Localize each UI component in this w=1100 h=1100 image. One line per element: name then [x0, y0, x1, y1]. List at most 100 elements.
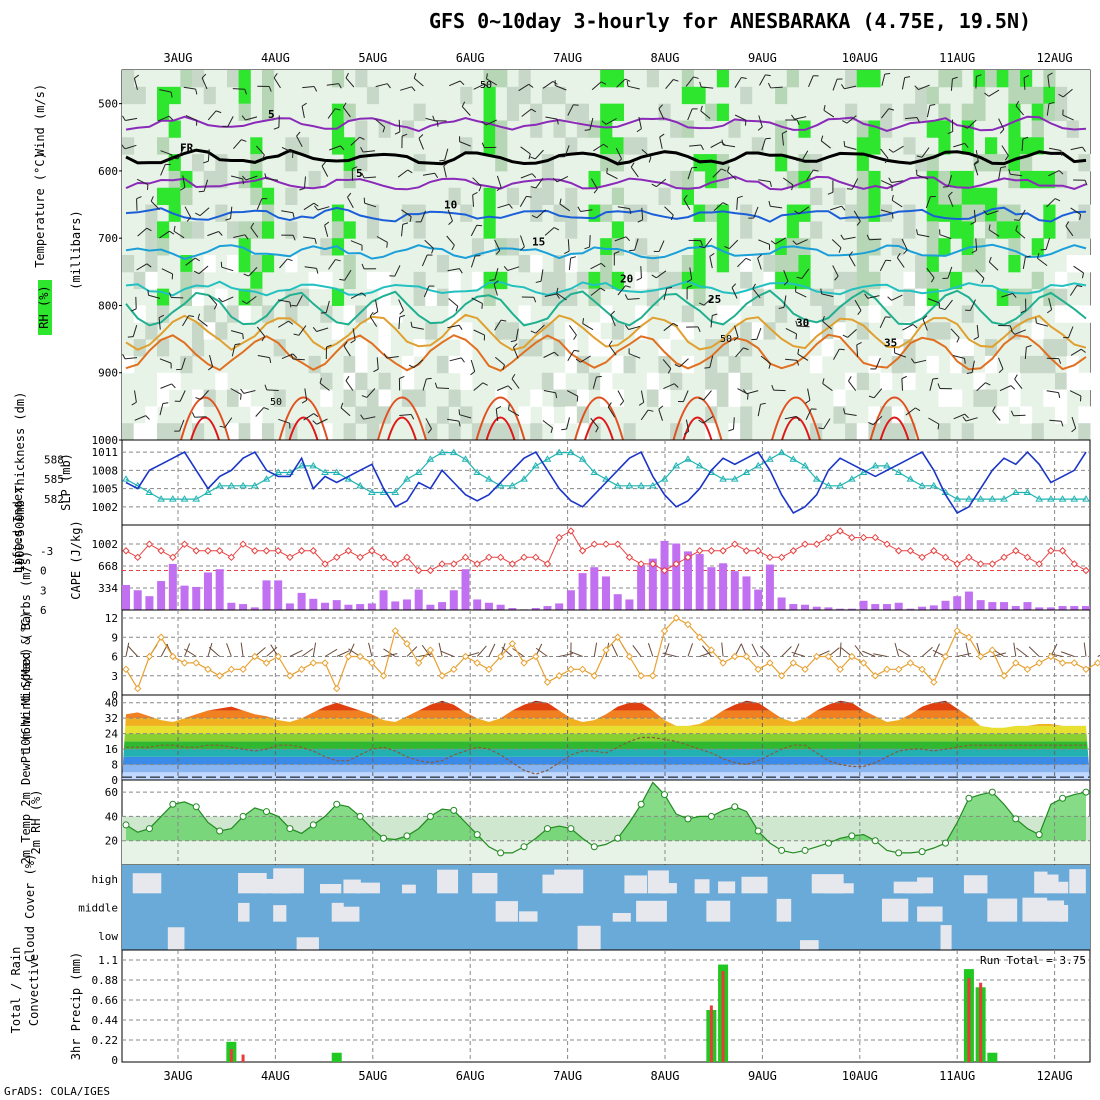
barb-staff — [986, 210, 999, 216]
wind-barb — [559, 198, 570, 212]
cape-bar — [847, 608, 856, 610]
rh-cell — [133, 423, 146, 441]
barb-staff — [1023, 77, 1026, 90]
wind-barb — [301, 388, 308, 404]
barb-staff — [770, 86, 783, 89]
barb-staff — [1014, 378, 1023, 390]
thickness-tick-label: 585 — [44, 473, 64, 486]
barb-staff — [922, 319, 928, 331]
wind-barb — [434, 382, 450, 389]
wind-barb — [939, 299, 953, 311]
barb-flag — [1008, 168, 1011, 175]
barb-flag — [856, 220, 861, 226]
wind-barb — [832, 265, 839, 281]
barb-flag — [770, 240, 776, 245]
rh-cell — [961, 120, 974, 138]
barb-flag — [363, 197, 366, 204]
rh-cell — [658, 389, 671, 407]
wind-barb — [880, 209, 894, 219]
barb-flag — [443, 162, 449, 167]
barb-flag — [531, 215, 538, 219]
wind-barb — [880, 148, 889, 164]
wind-barb — [329, 145, 345, 151]
precip-panel-frame — [121, 949, 1091, 1063]
barb-staff — [566, 390, 579, 397]
wind-speed-point — [836, 665, 844, 674]
barb-staff — [615, 147, 623, 160]
barb-flag — [624, 294, 629, 300]
barb-flag — [174, 430, 180, 432]
barb-flag — [218, 231, 223, 236]
barb-staff — [925, 196, 931, 209]
rh-cell — [343, 221, 356, 239]
wind-barb — [663, 383, 679, 390]
barb-flag — [964, 413, 969, 419]
rh-cell — [495, 322, 508, 340]
barb-staff — [250, 227, 259, 238]
wind-barb — [970, 209, 976, 225]
barb-staff — [304, 388, 308, 401]
wind-barb — [721, 139, 736, 148]
barb-flag — [674, 383, 679, 388]
lifted-index-point — [391, 560, 399, 568]
barb-flag — [432, 115, 436, 121]
rh-cell — [915, 271, 928, 290]
rh-cell — [973, 86, 986, 105]
wind-barb — [350, 136, 365, 146]
barb-staff — [582, 323, 594, 331]
wind-barb — [530, 324, 545, 334]
barb-staff — [953, 142, 965, 148]
barb-staff — [1049, 419, 1062, 422]
wind-barb — [184, 206, 192, 222]
rh-cell — [693, 255, 706, 273]
barb-flag — [343, 341, 348, 347]
barb-flag — [964, 358, 966, 364]
barb-flag — [301, 102, 307, 107]
barb-flag — [340, 402, 344, 409]
hot-contour-inner — [584, 416, 614, 441]
wind-barb — [1049, 147, 1063, 156]
cape-bar — [332, 600, 341, 610]
barb-flag — [171, 154, 173, 161]
rh-cell — [623, 137, 636, 155]
barb-flag — [610, 310, 616, 316]
barb-flag — [193, 270, 200, 275]
thickness-point — [1046, 495, 1055, 502]
barb-staff — [327, 108, 336, 119]
rh-point — [333, 800, 341, 808]
thickness-point — [953, 495, 962, 502]
barb-staff — [224, 417, 233, 428]
barb-flag — [843, 140, 846, 147]
thickness-point — [274, 468, 283, 476]
barb-staff — [872, 415, 883, 425]
lifted-index-point — [1070, 560, 1078, 568]
wind-barb — [401, 133, 408, 149]
wind-speed-point — [824, 652, 833, 661]
barb-staff — [137, 227, 147, 237]
wind-barb — [312, 418, 328, 425]
barb-staff — [846, 115, 857, 124]
wind-barb — [593, 143, 609, 152]
wind-barb — [413, 73, 424, 87]
wind-barb — [1065, 221, 1074, 237]
barb-staff — [375, 83, 388, 88]
lifted-index-point — [871, 533, 879, 542]
rh-cell — [530, 423, 543, 441]
rh-cell — [1008, 255, 1021, 273]
rh-cell — [238, 389, 251, 407]
rh-cell — [600, 204, 613, 222]
barb-staff — [375, 299, 379, 312]
wind-barb — [830, 205, 846, 211]
barb-staff — [185, 114, 197, 121]
barb-staff — [580, 355, 591, 363]
barb-staff — [843, 236, 856, 240]
thickness-point — [660, 475, 669, 482]
barb-flag — [838, 247, 842, 253]
wind-barb — [494, 319, 507, 331]
wind-barb — [630, 162, 639, 178]
rh-point — [590, 843, 598, 851]
barb-staff — [807, 388, 811, 401]
wind-barb — [1049, 419, 1064, 427]
barb-flag — [638, 401, 644, 406]
cape-bar — [508, 608, 517, 610]
